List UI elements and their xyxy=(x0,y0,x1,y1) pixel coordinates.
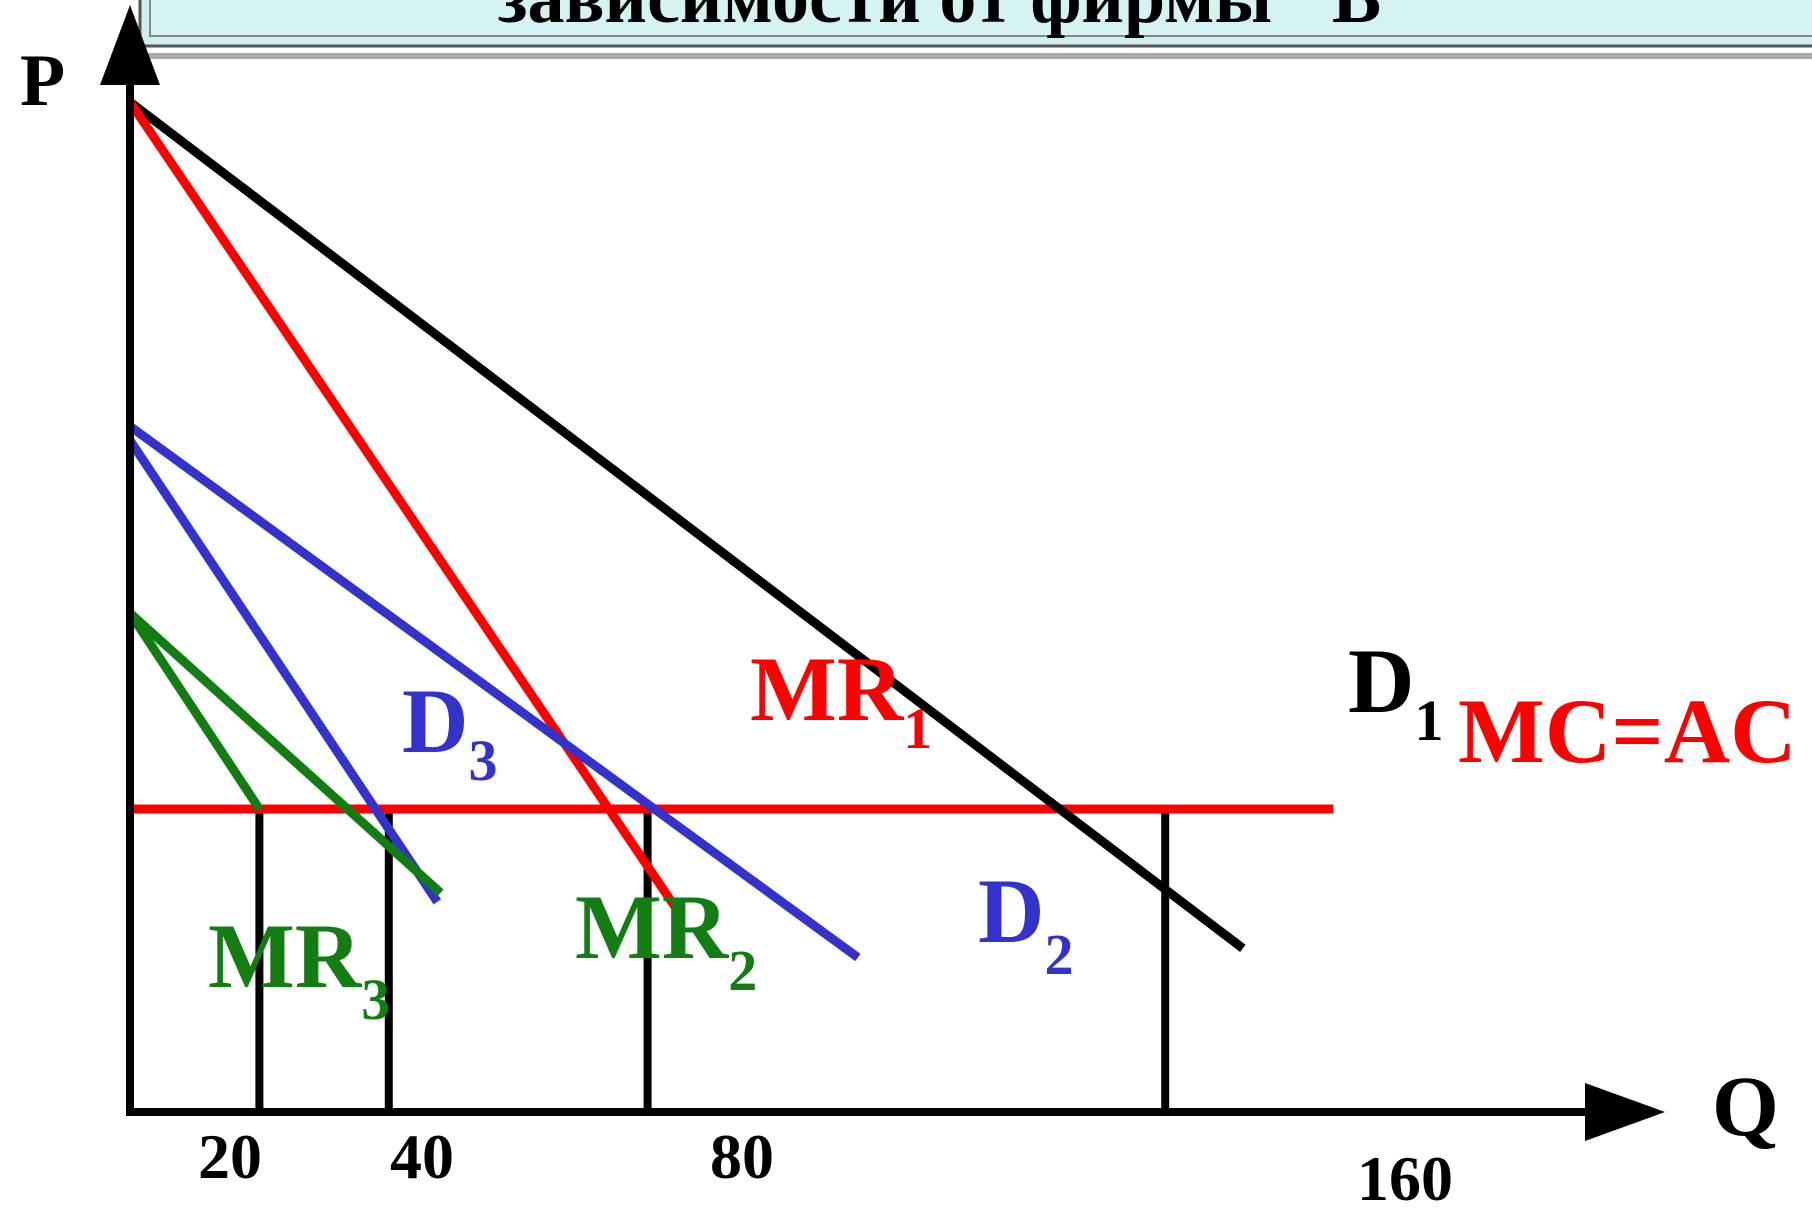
label-mr1: MR1 xyxy=(750,638,932,761)
x-tick-label-40: 40 xyxy=(390,1121,454,1192)
chart-lines xyxy=(126,98,1334,1112)
label-d3: MR2 xyxy=(575,876,757,1003)
y-axis-label: P xyxy=(20,40,65,122)
x-tick-label-80: 80 xyxy=(710,1121,774,1192)
label-d1: D1 xyxy=(1348,630,1443,753)
label-mr3: MR3 xyxy=(208,905,390,1032)
series-line-d1 xyxy=(127,98,1246,952)
label-mr2: D3 xyxy=(402,670,497,793)
y-axis-arrow xyxy=(100,5,160,85)
series-line-d2 xyxy=(127,422,861,962)
series-line-d3 xyxy=(126,609,444,897)
chart-axes xyxy=(100,5,1665,1141)
title-banner xyxy=(138,0,1812,59)
label-d2: D2 xyxy=(978,860,1073,987)
x-axis-label: Q xyxy=(1712,1058,1779,1154)
title-text: зависимости от фирмы "В" xyxy=(498,0,1423,39)
label-mc-ac: MC=AC xyxy=(1458,680,1797,782)
x-tick-label-160: 160 xyxy=(1357,1143,1453,1208)
series-line-mr1 xyxy=(126,99,684,917)
series-line-mr2 xyxy=(126,437,442,905)
series-line-mr3 xyxy=(126,610,264,812)
x-axis-arrow xyxy=(1585,1083,1665,1141)
x-tick-label-20: 20 xyxy=(198,1121,262,1192)
